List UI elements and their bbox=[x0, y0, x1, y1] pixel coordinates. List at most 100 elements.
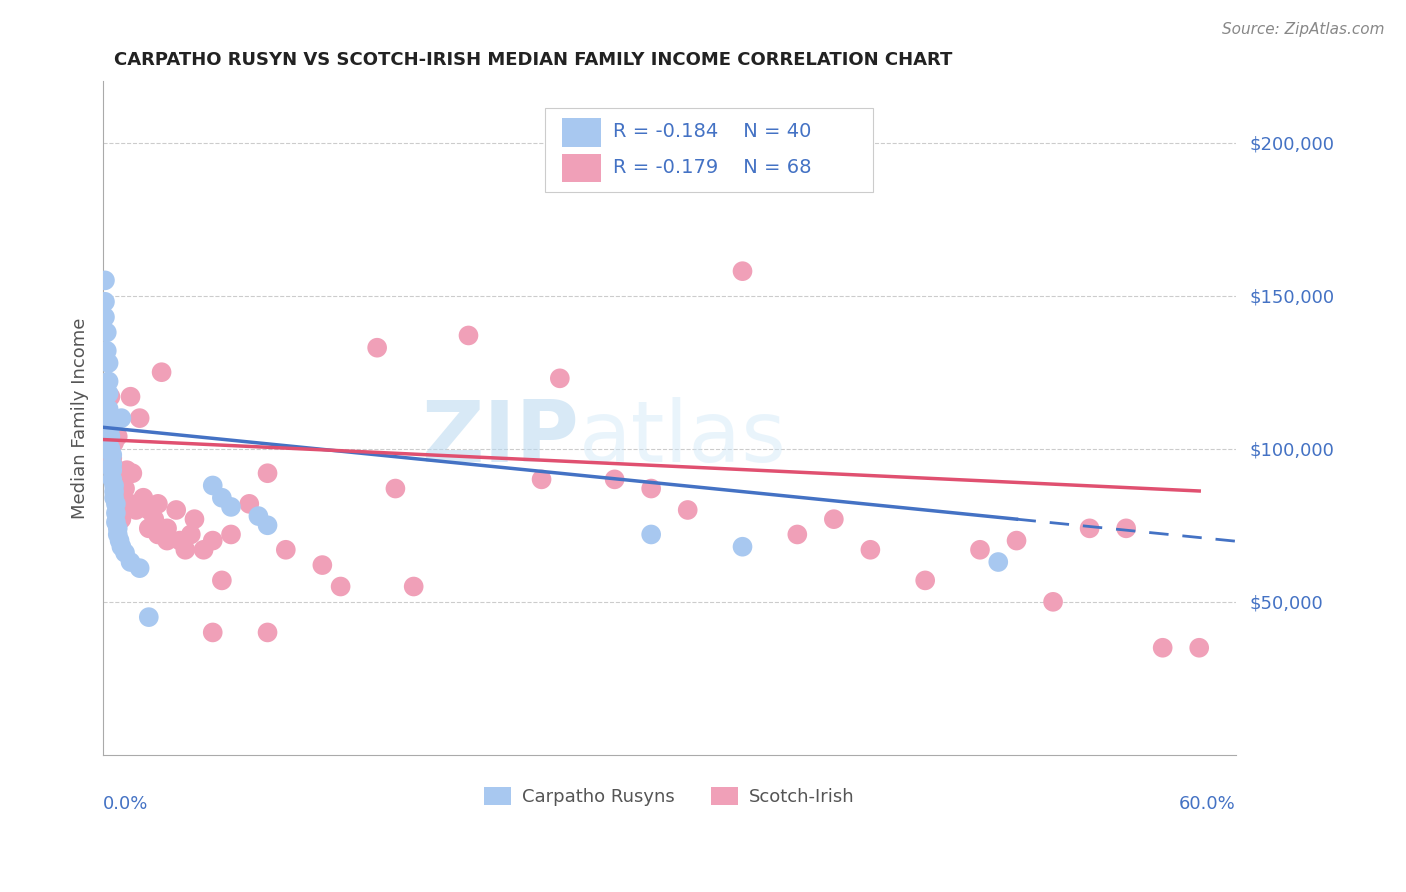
Point bbox=[103, 491, 125, 505]
Text: atlas: atlas bbox=[579, 397, 787, 480]
Point bbox=[110, 540, 132, 554]
Point bbox=[247, 509, 270, 524]
Point bbox=[96, 326, 118, 340]
Point bbox=[97, 386, 120, 401]
Point bbox=[150, 365, 173, 379]
Point bbox=[731, 264, 754, 278]
Point bbox=[101, 472, 124, 486]
Point bbox=[1042, 595, 1064, 609]
Point bbox=[100, 411, 122, 425]
Point bbox=[143, 512, 166, 526]
Text: ZIP: ZIP bbox=[420, 397, 579, 480]
Point bbox=[101, 450, 124, 465]
Point bbox=[384, 482, 406, 496]
Point bbox=[100, 390, 122, 404]
Point bbox=[100, 429, 122, 443]
FancyBboxPatch shape bbox=[562, 119, 602, 146]
Point bbox=[103, 460, 125, 475]
Point bbox=[114, 546, 136, 560]
Point bbox=[256, 467, 278, 481]
Point bbox=[107, 527, 129, 541]
Point bbox=[1188, 640, 1211, 655]
Point bbox=[146, 527, 169, 541]
Point bbox=[101, 448, 124, 462]
FancyBboxPatch shape bbox=[546, 108, 873, 193]
Point bbox=[457, 328, 479, 343]
Point bbox=[104, 472, 127, 486]
Point bbox=[193, 542, 215, 557]
Point bbox=[97, 356, 120, 370]
Point bbox=[201, 625, 224, 640]
Point bbox=[104, 497, 127, 511]
Point bbox=[125, 503, 148, 517]
Point bbox=[1078, 521, 1101, 535]
Point bbox=[101, 411, 124, 425]
Point bbox=[329, 580, 352, 594]
Text: CARPATHO RUSYN VS SCOTCH-IRISH MEDIAN FAMILY INCOME CORRELATION CHART: CARPATHO RUSYN VS SCOTCH-IRISH MEDIAN FA… bbox=[114, 51, 953, 69]
Point bbox=[97, 375, 120, 389]
Point bbox=[100, 442, 122, 456]
Point bbox=[128, 561, 150, 575]
Point bbox=[115, 463, 138, 477]
Point bbox=[104, 515, 127, 529]
Point bbox=[169, 533, 191, 548]
Y-axis label: Median Family Income: Median Family Income bbox=[72, 318, 89, 519]
Point bbox=[120, 390, 142, 404]
Point bbox=[201, 533, 224, 548]
Point bbox=[108, 533, 131, 548]
Point bbox=[211, 491, 233, 505]
Point bbox=[676, 503, 699, 517]
Text: 0.0%: 0.0% bbox=[103, 796, 149, 814]
Point bbox=[108, 491, 131, 505]
Point bbox=[101, 457, 124, 471]
Point bbox=[256, 625, 278, 640]
Point bbox=[219, 527, 242, 541]
Point bbox=[1152, 640, 1174, 655]
Point bbox=[103, 435, 125, 450]
Point bbox=[1005, 533, 1028, 548]
Point bbox=[859, 542, 882, 557]
Point bbox=[120, 497, 142, 511]
Text: R = -0.179    N = 68: R = -0.179 N = 68 bbox=[613, 158, 811, 177]
Point bbox=[101, 463, 124, 477]
Point bbox=[103, 478, 125, 492]
Point bbox=[211, 574, 233, 588]
Point bbox=[100, 420, 122, 434]
Point bbox=[548, 371, 571, 385]
Point bbox=[731, 540, 754, 554]
Point bbox=[96, 420, 118, 434]
Point bbox=[786, 527, 808, 541]
Point bbox=[1115, 521, 1137, 535]
Point bbox=[97, 401, 120, 416]
Point bbox=[530, 472, 553, 486]
Point bbox=[114, 503, 136, 517]
Point bbox=[156, 533, 179, 548]
Point bbox=[640, 482, 662, 496]
Point bbox=[969, 542, 991, 557]
Point bbox=[110, 411, 132, 425]
Point bbox=[603, 472, 626, 486]
Point bbox=[256, 518, 278, 533]
Point bbox=[987, 555, 1010, 569]
Legend: Carpatho Rusyns, Scotch-Irish: Carpatho Rusyns, Scotch-Irish bbox=[477, 780, 862, 814]
Point bbox=[138, 503, 160, 517]
Text: R = -0.184    N = 40: R = -0.184 N = 40 bbox=[613, 122, 811, 141]
Point bbox=[156, 521, 179, 535]
Point bbox=[138, 610, 160, 624]
Point bbox=[201, 478, 224, 492]
Point bbox=[107, 472, 129, 486]
Point bbox=[110, 512, 132, 526]
Point bbox=[138, 521, 160, 535]
Point bbox=[94, 273, 117, 287]
Point bbox=[640, 527, 662, 541]
Point bbox=[183, 512, 205, 526]
Point bbox=[180, 527, 202, 541]
Point bbox=[112, 467, 135, 481]
Point bbox=[132, 491, 155, 505]
Point bbox=[114, 482, 136, 496]
Point bbox=[274, 542, 297, 557]
Point bbox=[107, 521, 129, 535]
Point bbox=[96, 343, 118, 358]
Point bbox=[104, 506, 127, 520]
Point bbox=[311, 558, 333, 573]
